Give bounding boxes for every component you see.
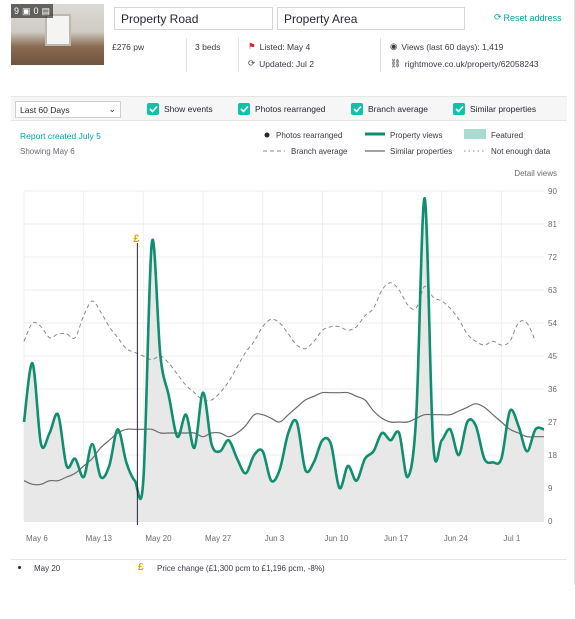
y-tick-label: 0 [548, 517, 553, 526]
divider [238, 38, 239, 72]
x-tick-label: Jun 10 [324, 534, 349, 543]
x-tick-label: May 13 [86, 534, 113, 543]
featured-legend-marker [464, 129, 486, 139]
filter-bar: Last 60 Days ⌄ Show events Photos rearra… [11, 96, 567, 121]
y-tick-label: 63 [548, 286, 557, 295]
check-icon [147, 103, 159, 115]
chevron-down-icon: ⌄ [108, 104, 116, 114]
x-tick-label: May 27 [205, 534, 232, 543]
address-area-input[interactable] [277, 7, 465, 30]
divider [186, 38, 187, 72]
y-tick-label: 27 [548, 418, 557, 427]
y-tick-label: 72 [548, 253, 557, 262]
views-text: Views (last 60 days): 1,419 [401, 41, 504, 52]
divider [380, 38, 381, 72]
period-select[interactable]: Last 60 Days ⌄ [15, 101, 121, 118]
similar-properties-line [23, 391, 544, 486]
x-tick-label: Jun 17 [384, 534, 409, 543]
price-text: £276 pw [112, 42, 145, 52]
listed-text: Listed: May 4 [259, 41, 311, 52]
y-tick-label: 45 [548, 352, 557, 361]
legend-featured: Featured [491, 131, 523, 140]
checkbox-label: Show events [164, 104, 213, 114]
photos-legend-marker [264, 132, 270, 138]
updated-info: ⟳ Updated: Jul 2 [248, 58, 314, 69]
checkbox-label: Similar properties [470, 104, 537, 114]
x-tick-label: May 20 [145, 534, 172, 543]
reset-address-label: Reset address [503, 12, 562, 23]
media-count-badge: 9 ▣ 0 ▤ [11, 4, 54, 18]
chart-legend: Photos rearranged Property views Feature… [263, 129, 551, 156]
report-title: Report created July 5 [20, 131, 101, 141]
updated-text: Updated: Jul 2 [259, 58, 314, 69]
showing-date: Showing May 6 [20, 147, 75, 156]
checkbox-photos-rearranged[interactable]: Photos rearranged [238, 103, 325, 115]
event-annotation-row: May 20 £ Price change (£1,300 pcm to £1,… [11, 559, 567, 579]
property-stats-panel: 9 ▣ 0 ▤ ⟳ Reset address £276 pw 3 beds ⚑… [0, 0, 575, 585]
bullet-icon [18, 566, 21, 569]
floorplan-count: 0 [33, 6, 39, 16]
y-tick-label: 81 [548, 220, 557, 229]
legend-photos: Photos rearranged [276, 131, 342, 140]
eye-icon: ◉ [390, 41, 398, 51]
camera-icon: ▣ [22, 6, 31, 16]
checkbox-branch-average[interactable]: Branch average [351, 103, 428, 115]
y-tick-label: 9 [548, 484, 553, 493]
checkbox-label: Photos rearranged [255, 104, 326, 114]
address-road-input[interactable] [114, 7, 273, 30]
x-tick-label: Jun 3 [265, 534, 285, 543]
checkbox-similar-properties[interactable]: Similar properties [453, 103, 536, 115]
refresh-icon: ⟳ [494, 12, 502, 22]
photo-window [45, 14, 71, 46]
views-chart[interactable]: Photos rearranged Property views Feature… [0, 0, 575, 560]
checkbox-show-events[interactable]: Show events [147, 103, 213, 115]
event-date: May 20 [34, 564, 61, 573]
property-photo[interactable]: 9 ▣ 0 ▤ [11, 4, 104, 65]
listing-url[interactable]: rightmove.co.uk/property/62058243 [404, 58, 539, 69]
y-tick-label: 90 [548, 187, 557, 196]
branch-average-line [23, 282, 536, 402]
link-icon: ⛓ [390, 58, 401, 68]
x-tick-label: Jul 1 [503, 534, 520, 543]
listed-info: ⚑ Listed: May 4 [248, 41, 310, 52]
legend-similar: Similar properties [390, 147, 452, 156]
legend-nodata: Not enough data [491, 147, 551, 156]
check-icon [351, 103, 363, 115]
check-icon [453, 103, 465, 115]
refresh-icon: ⟳ [248, 58, 256, 68]
y-tick-label: 54 [548, 319, 557, 328]
views-info: ◉ Views (last 60 days): 1,419 [390, 41, 503, 52]
flag-icon: ⚑ [248, 41, 256, 51]
detail-views-label: Detail views [514, 169, 557, 178]
legend-views: Property views [390, 131, 442, 140]
plot-area: 0 9 18 27 36 45 54 63 72 81 90 May 6 May 13 May 20 May… [22, 187, 557, 543]
legend-branch: Branch average [291, 147, 348, 156]
price-change-event-marker: £ [133, 233, 139, 245]
x-tick-label: Jun 24 [444, 534, 469, 543]
x-tick-label: May 6 [26, 534, 48, 543]
period-value: Last 60 Days [20, 104, 70, 115]
listing-link[interactable]: ⛓ rightmove.co.uk/property/62058243 [390, 58, 539, 69]
floorplan-icon: ▤ [41, 6, 51, 16]
views-area [24, 198, 544, 521]
y-tick-label: 36 [548, 385, 557, 394]
pound-icon: £ [138, 562, 144, 573]
reset-address-button[interactable]: ⟳ Reset address [494, 12, 562, 23]
property-views-line [22, 196, 545, 501]
y-tick-label: 18 [548, 451, 557, 460]
event-text: Price change (£1,300 pcm to £1,196 pcm, … [157, 564, 325, 573]
beds-text: 3 beds [195, 42, 221, 52]
checkbox-label: Branch average [368, 104, 429, 114]
photo-count: 9 [14, 6, 20, 16]
check-icon [238, 103, 250, 115]
